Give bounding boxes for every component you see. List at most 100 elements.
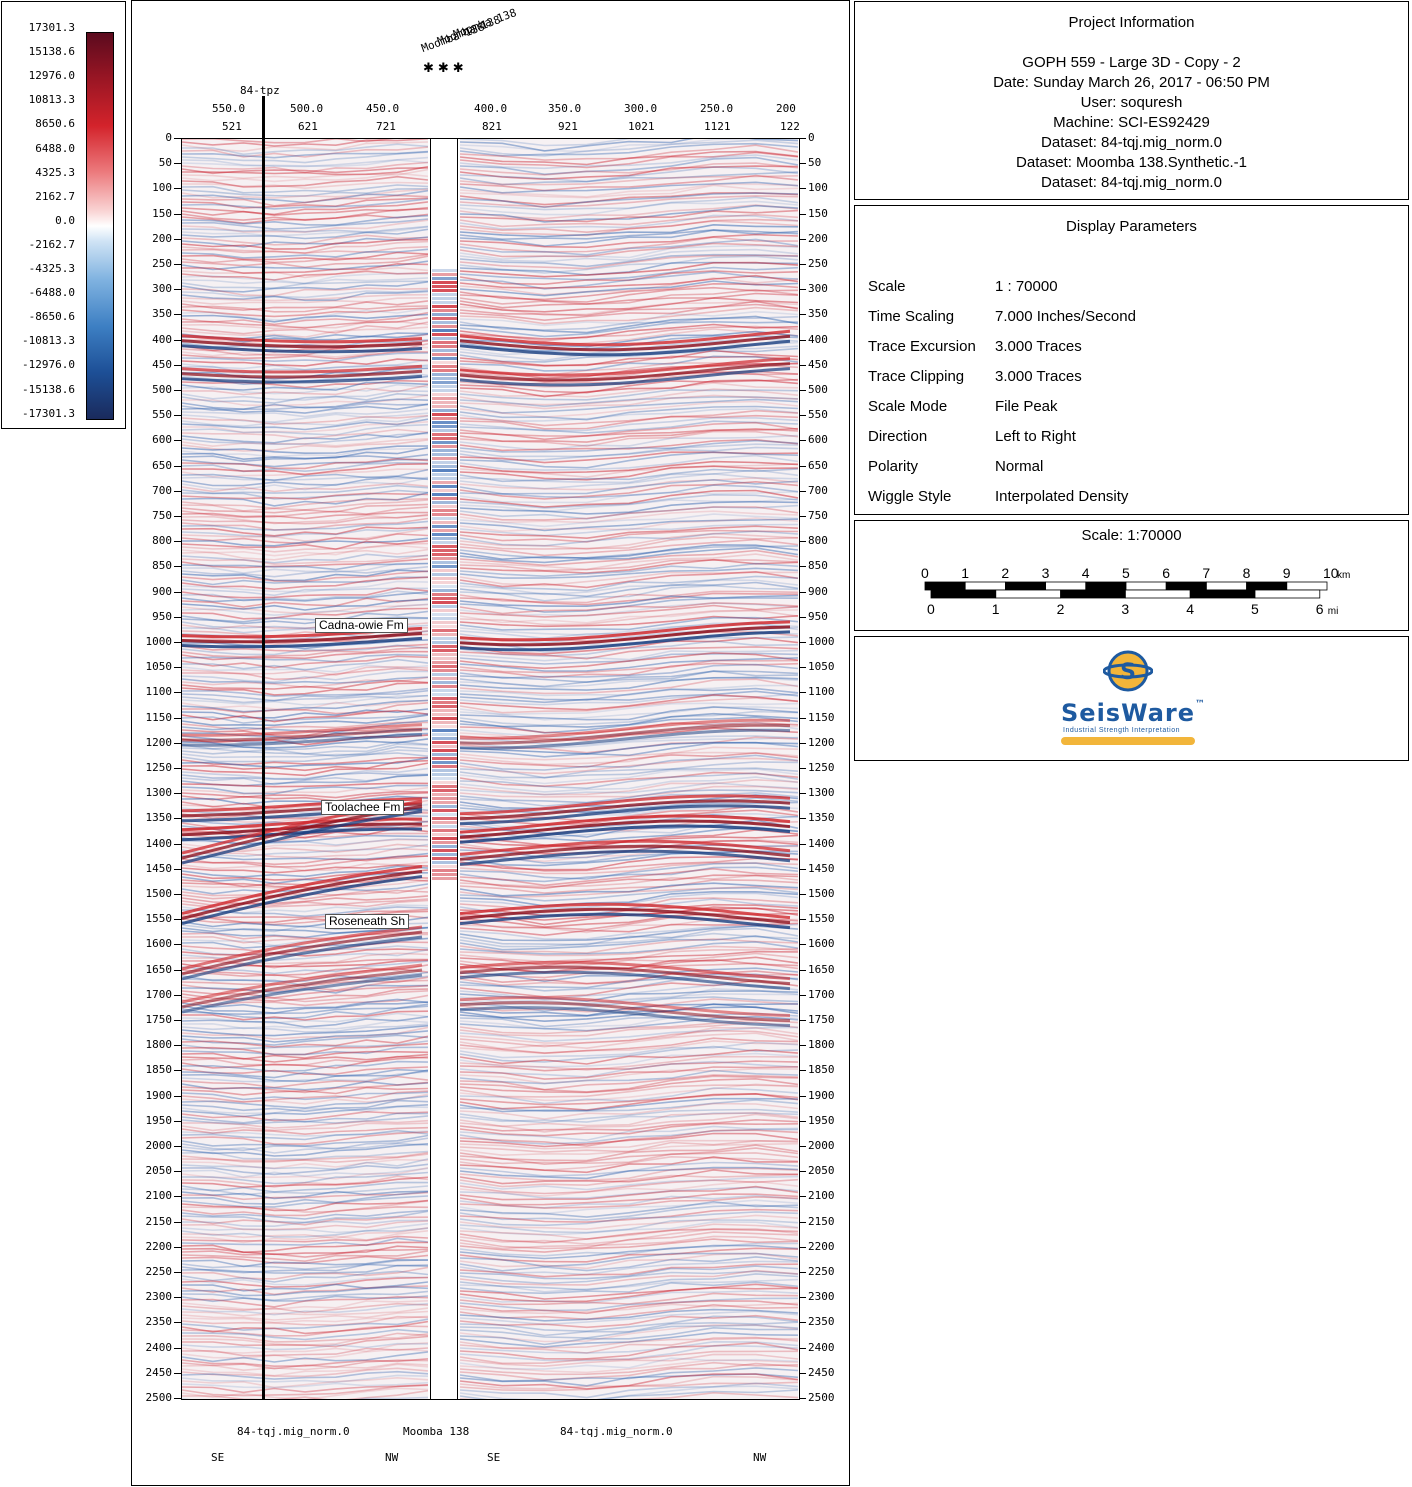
time-tick — [174, 213, 181, 215]
time-tick — [800, 818, 806, 820]
time-label-right: 1800 — [808, 1038, 835, 1052]
time-tick — [174, 692, 181, 694]
logo-trademark: ™ — [1195, 699, 1206, 710]
time-label-right: 2250 — [808, 1265, 835, 1278]
time-label-right: 1200 — [808, 735, 835, 749]
time-tick — [800, 692, 806, 694]
time-label-left: 850 — [152, 559, 172, 573]
time-label-left: 1200 — [145, 735, 173, 749]
param-val-polarity: Normal — [995, 458, 1044, 475]
time-tick — [174, 1196, 181, 1198]
time-label-right: 2100 — [808, 1189, 835, 1203]
scale-km-label: 6 — [1162, 565, 1170, 581]
time-tick — [800, 1272, 806, 1273]
time-label-left: 450 — [152, 357, 172, 371]
legend-value-label: 4325.3 — [35, 165, 75, 179]
time-label-left: 2300 — [145, 1290, 173, 1304]
time-tick — [174, 1120, 181, 1122]
time-label-right: 650 — [808, 458, 828, 472]
time-label-left: 750 — [152, 509, 172, 522]
time-tick — [800, 364, 806, 366]
time-tick — [800, 1020, 806, 1021]
time-tick — [174, 642, 181, 643]
footer-well: Moomba 138 — [403, 1425, 470, 1438]
time-label-right: 850 — [808, 559, 828, 573]
scale-title: Scale: 1:70000 — [1081, 527, 1182, 544]
scale-km-unit: km — [1337, 570, 1350, 581]
param-val-time-scaling: 7.000 Inches/Second — [995, 308, 1136, 325]
scale-km-segment — [1286, 581, 1328, 591]
footer-direction-nw-1: NW — [385, 1451, 399, 1464]
time-label-right: 0 — [808, 131, 815, 144]
seisware-logo-text: SeisWare™ — [1061, 699, 1206, 727]
time-tick — [800, 667, 806, 669]
trace-label: 621 — [298, 120, 318, 133]
scale-mi-label: 6 — [1316, 601, 1324, 617]
time-tick — [800, 516, 806, 517]
time-label-left: 1950 — [145, 1113, 173, 1127]
horizon-tag-roseneath[interactable]: Roseneath Sh — [325, 914, 410, 929]
time-tick — [174, 591, 181, 593]
time-tick — [800, 1095, 806, 1097]
footer-left-dataset: 84-tqj.mig_norm.0 — [237, 1425, 350, 1438]
time-tick — [800, 138, 806, 139]
time-tick — [800, 1196, 806, 1198]
time-tick — [174, 1045, 181, 1047]
time-tick — [800, 415, 806, 417]
time-label-left: 350 — [152, 307, 172, 321]
horizon-tag-cadna-owie[interactable]: Cadna-owie Fm — [315, 618, 408, 633]
well-line-84-tpz[interactable] — [262, 96, 265, 1400]
time-label-right: 1150 — [808, 710, 835, 724]
time-label-right: 1350 — [808, 811, 835, 825]
cdp-label: 350.0 — [548, 102, 582, 115]
time-label-left: 500 — [152, 383, 172, 396]
scale-km-label: 2 — [1001, 565, 1009, 581]
horizon-tag-toolachee[interactable]: Toolachee Fm — [321, 800, 405, 815]
time-label-left: 2000 — [145, 1139, 173, 1152]
time-label-left: 200 — [152, 231, 172, 245]
time-tick — [174, 516, 181, 517]
scale-km-segment — [1165, 581, 1207, 591]
amplitude-color-legend: 17301.3 15138.6 12976.0 10813.3 8650.6 6488.0… — [1, 1, 126, 429]
time-tick — [800, 390, 806, 391]
scale-mi-segment — [995, 589, 1062, 599]
synthetic-trace — [430, 139, 458, 1400]
project-machine: Machine: SCI-ES92429 — [1053, 114, 1210, 131]
scale-km-label: 1 — [961, 565, 969, 581]
time-tick — [174, 390, 181, 391]
time-tick — [800, 440, 806, 442]
time-label-right: 450 — [808, 357, 828, 371]
param-val-trace-clipping: 3.000 Traces — [995, 368, 1082, 385]
svg-text:S: S — [1120, 660, 1136, 685]
cdp-label: 550.0 — [212, 102, 246, 115]
well-symbols[interactable]: ✱✱✱ — [423, 60, 468, 75]
time-label-right: 350 — [808, 307, 828, 321]
time-label-left: 1700 — [145, 987, 173, 1001]
time-tick — [174, 1372, 181, 1374]
time-label-right: 1050 — [808, 660, 835, 674]
scale-km-segment — [924, 581, 966, 591]
scale-mi-segment — [930, 589, 997, 599]
trace-label: 122 — [780, 120, 800, 133]
seismic-panel-left[interactable] — [182, 139, 428, 1400]
scale-km-segment — [1004, 581, 1046, 591]
project-info-title: Project Information — [1068, 14, 1195, 31]
time-tick — [800, 1070, 806, 1072]
seisware-logo-icon: S — [1103, 650, 1153, 692]
time-label-right: 2450 — [808, 1365, 835, 1379]
seismic-panel-right[interactable] — [460, 139, 798, 1400]
time-tick — [800, 163, 806, 165]
logo-panel: S SeisWare™ Industrial Strength Interpre… — [854, 636, 1409, 761]
project-user: User: soquresh — [1080, 94, 1183, 111]
param-val-wiggle-style: Interpolated Density — [995, 488, 1129, 505]
time-label-left: 1400 — [145, 836, 173, 850]
time-tick — [800, 188, 806, 190]
time-label-right: 1950 — [808, 1113, 835, 1127]
time-label-left: 2100 — [145, 1189, 173, 1203]
time-label-right: 1650 — [808, 962, 835, 976]
time-label-right: 550 — [808, 408, 828, 422]
scale-km-label: 9 — [1283, 565, 1291, 581]
legend-value-label: 15138.6 — [28, 45, 75, 59]
footer-direction-se-1: SE — [211, 1451, 225, 1464]
time-tick — [174, 314, 181, 316]
